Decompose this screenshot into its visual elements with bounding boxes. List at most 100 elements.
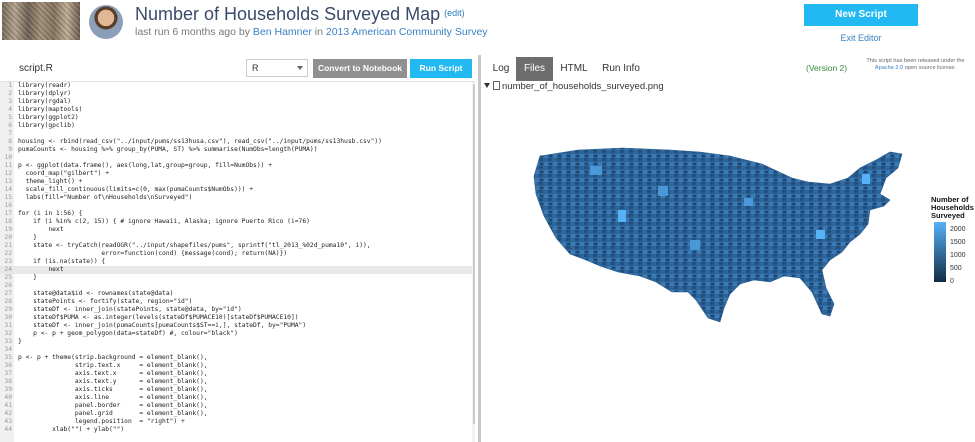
code-line[interactable]: 13 theme_light() + [0,178,472,186]
version-label[interactable]: (Version 2) [806,63,848,73]
code-line[interactable]: 4 library(maptools) [0,106,472,114]
code-line[interactable]: 14 scale_fill_continuous(limits=c(0, max… [0,186,472,194]
code-line[interactable]: 23 if (is.na(state)) { [0,258,472,266]
code-line[interactable]: 27 state@data$id <- rownames(state@data) [0,290,472,298]
line-number: 22 [4,250,12,257]
code-line[interactable]: 26 [0,282,472,290]
code-line[interactable]: 42 panel.grid = element_blank(), [0,410,472,418]
line-number: 6 [8,122,12,129]
code-text [14,130,18,137]
code-line[interactable]: 25 } [0,274,472,282]
code-line[interactable]: 3 library(rgdal) [0,98,472,106]
license-text-end: open source license. [903,65,957,71]
line-number: 18 [4,218,12,225]
code-line[interactable]: 29 stateDf <- inner_join(statePoints, st… [0,306,472,314]
map-highlight [744,198,753,206]
line-number: 9 [8,146,12,153]
code-line[interactable]: 7 [0,130,472,138]
code-line[interactable]: 35 p <- p + theme(strip.background = elem… [0,354,472,362]
code-line[interactable]: 21 state <- tryCatch(readOGR("../input/s… [0,242,472,250]
convert-to-notebook-button[interactable]: Convert to Notebook [313,59,407,78]
code-text: axis.line = element_blank(), [18,394,208,401]
run-script-button[interactable]: Run Script [410,59,472,78]
code-text: library(readr) [18,82,72,89]
code-line[interactable]: 32 p <- p + geom_polygon(data=stateDf) #… [0,330,472,338]
line-number: 11 [4,162,12,169]
code-line[interactable]: 11 p <- ggplot(data.frame(), aes(long,lat… [0,162,472,170]
code-text: housing <- rbind(read_csv("../input/pums… [18,138,382,145]
code-line[interactable]: 24 next [0,266,472,274]
code-line[interactable]: 17 for (i in 1:56) { [0,210,472,218]
code-line[interactable]: 43 legend.position = "right") + [0,418,472,426]
code-text: coord_map("gilbert") + [18,170,109,177]
code-line[interactable]: 40 axis.line = element_blank(), [0,394,472,402]
code-line[interactable]: 36 strip.text.x = element_blank(), [0,362,472,370]
code-line[interactable]: 2 library(dplyr) [0,90,472,98]
tab-log[interactable]: Log [492,63,510,74]
line-number: 44 [4,426,12,433]
map-highlight [590,166,602,175]
license-link[interactable]: Apache 2.0 [874,65,904,71]
author-link[interactable]: Ben Hamner [252,26,312,38]
language-select[interactable]: R [246,59,308,77]
line-number: 20 [4,234,12,241]
map-highlight [862,174,870,184]
code-line[interactable]: 12 coord_map("gilbert") + [0,170,472,178]
line-number: 34 [4,346,12,353]
code-line[interactable]: 28 statePoints <- fortify(state, region=… [0,298,472,306]
code-line[interactable]: 9 pumaCounts <- housing %>% group_by(PUMA… [0,146,472,154]
line-number-gutter [0,82,14,442]
code-line[interactable]: 22 error=function(cond) {message(cond); … [0,250,472,258]
new-script-button[interactable]: New Script [804,4,918,26]
code-text: state@data$id <- rownames(state@data) [18,290,174,297]
code-line[interactable]: 33} [0,338,472,346]
code-line[interactable]: 20 } [0,234,472,242]
code-text: legend.position = "right") + [18,418,185,425]
line-number: 15 [4,194,12,201]
tab-html[interactable]: HTML [560,63,588,74]
edit-title-link[interactable]: (edit) [444,8,465,18]
code-line[interactable]: 37 axis.text.x = element_blank(), [0,370,472,378]
code-line[interactable]: 8 housing <- rbind(read_csv("../input/pum… [0,138,472,146]
code-line[interactable]: 6 library(gpclib) [0,122,472,130]
code-line[interactable]: 15 labs(fill="Number of\nHouseholds\nSur… [0,194,472,202]
code-line[interactable]: 41 panel.border = element_blank(), [0,402,472,410]
code-text: axis.text.x = element_blank(), [18,370,208,377]
output-file-row[interactable]: number_of_households_surveyed.png [484,81,664,92]
collapse-triangle-icon[interactable] [484,83,490,88]
output-file-name[interactable]: number_of_households_surveyed.png [502,81,664,92]
exit-editor-link[interactable]: Exit Editor [840,33,882,43]
author-avatar[interactable] [89,5,123,39]
code-line[interactable]: 39 axis.ticks = element_blank(), [0,386,472,394]
tab-files[interactable]: Files [516,57,553,81]
code-text: stateDf <- inner_join(statePoints, state… [18,306,242,313]
code-text: pumaCounts <- housing %>% group_by(PUMA,… [18,146,318,153]
code-editor[interactable]: 1 library(readr) 2 library(dplyr) 3 library(r… [0,81,475,442]
code-line[interactable]: 34 [0,346,472,354]
code-line[interactable]: 1 library(readr) [0,82,472,90]
editor-scrollbar-thumb[interactable] [473,84,475,424]
pane-divider[interactable] [478,55,481,442]
legend-title-1: Number of [931,195,969,204]
code-text: library(gpclib) [18,122,75,129]
code-line[interactable]: 44 xlab("") + ylab("") [0,426,472,434]
code-text: error=function(cond) {message(cond); ret… [18,250,288,257]
code-line[interactable]: 19 next [0,226,472,234]
code-line[interactable]: 38 axis.text.y = element_blank(), [0,378,472,386]
line-number: 36 [4,362,12,369]
line-number: 41 [4,402,12,409]
code-line[interactable]: 16 [0,202,472,210]
code-text: theme_light() + [18,178,83,185]
filename-label[interactable]: script.R [19,63,53,74]
code-line[interactable]: 10 [0,154,472,162]
code-line[interactable]: 30 stateDf$PUMA <- as.integer(levels(sta… [0,314,472,322]
tab-run-info[interactable]: Run Info [602,63,640,74]
code-line[interactable]: 31 stateDf <- inner_join(pumaCounts[puma… [0,322,472,330]
code-text: statePoints <- fortify(state, region="id… [18,298,193,305]
line-number: 10 [4,154,12,161]
code-text: next [18,266,64,273]
code-line[interactable]: 18 if (i %in% c(2, 15)) { # ignore Hawai… [0,218,472,226]
code-line[interactable]: 5 library(ggplot2) [0,114,472,122]
dataset-thumbnail[interactable] [2,2,80,40]
dataset-link[interactable]: 2013 American Community Survey [325,26,488,38]
